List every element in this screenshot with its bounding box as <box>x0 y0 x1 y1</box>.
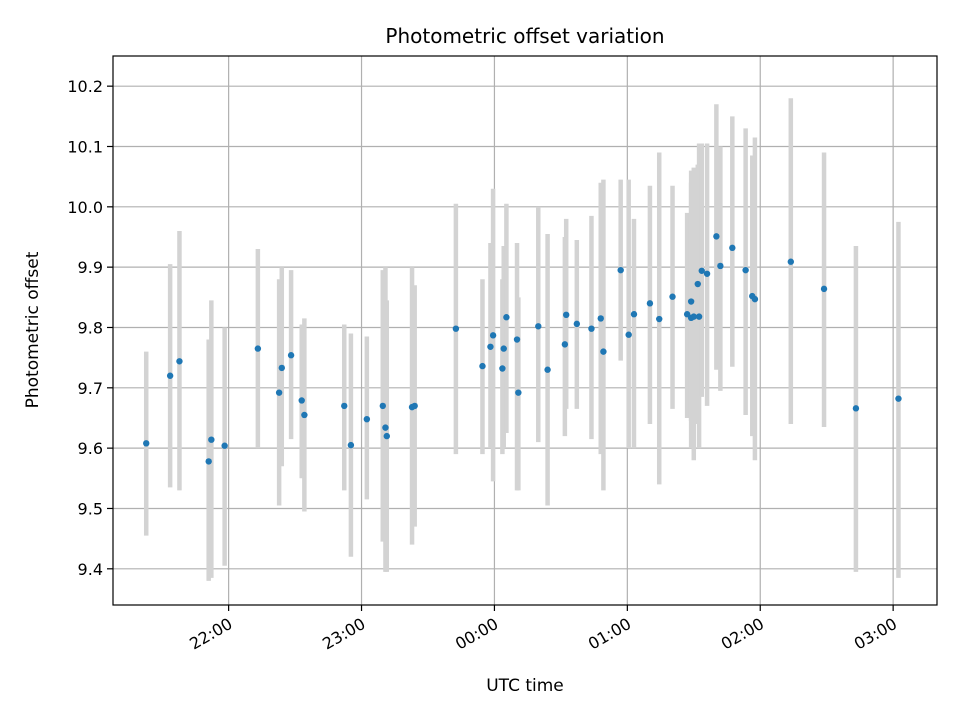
data-point <box>561 341 569 348</box>
data-point <box>176 358 183 365</box>
data-point <box>298 397 305 404</box>
y-tick-label: 9.9 <box>78 258 103 277</box>
data-point <box>166 372 174 379</box>
data-point <box>515 389 522 396</box>
data-point <box>787 258 795 265</box>
data-point <box>713 233 720 240</box>
data-point <box>208 436 215 443</box>
data-point <box>221 442 228 449</box>
data-point <box>363 415 371 423</box>
data-point <box>544 366 551 373</box>
y-tick-label: 9.4 <box>78 560 103 579</box>
y-axis-title: Photometric offset <box>23 251 43 408</box>
data-point <box>563 311 570 319</box>
y-tick-label: 9.8 <box>78 318 103 337</box>
y-axis-ticks: 9.4 9.5 9.6 9.7 9.8 9.9 10.0 10.1 10.2 <box>67 77 113 579</box>
data-point <box>411 402 418 410</box>
data-point <box>625 331 632 338</box>
x-axis-title: UTC time <box>486 676 564 696</box>
chart-title: Photometric offset variation <box>385 24 664 48</box>
data-point <box>695 313 703 320</box>
data-point <box>341 402 348 410</box>
grid <box>113 56 937 605</box>
data-point <box>669 293 676 300</box>
data-point <box>687 298 695 305</box>
data-point <box>287 352 295 359</box>
data-point <box>742 266 749 274</box>
data-point <box>751 295 759 303</box>
data-point <box>694 280 701 288</box>
data-point <box>499 365 506 372</box>
data-point <box>630 311 638 318</box>
plot-frame <box>112 55 938 606</box>
data-point <box>301 411 308 419</box>
data-point <box>143 440 150 447</box>
data-point <box>646 300 654 307</box>
data-point <box>382 424 389 431</box>
data-point <box>690 313 697 320</box>
y-tick-label: 10.2 <box>67 77 103 96</box>
data-point <box>703 270 711 277</box>
data-point <box>452 325 460 332</box>
data-point <box>487 343 494 350</box>
data-point <box>573 320 581 328</box>
data-point <box>820 285 828 293</box>
data-point <box>588 325 595 332</box>
y-tick-label: 9.7 <box>78 379 103 398</box>
data-point <box>503 314 510 321</box>
data-point <box>698 267 705 274</box>
data-points <box>143 233 902 465</box>
data-point <box>489 332 497 339</box>
data-point <box>379 402 386 410</box>
data-point <box>500 345 507 352</box>
data-point <box>479 362 486 370</box>
data-point <box>729 244 736 252</box>
data-point <box>275 389 283 396</box>
data-point <box>347 441 355 449</box>
data-point <box>597 315 604 322</box>
data-point <box>852 405 860 412</box>
data-point <box>254 345 262 352</box>
y-tick-label: 9.6 <box>78 439 103 458</box>
data-point <box>278 364 285 372</box>
data-point <box>600 348 607 355</box>
y-tick-label: 10.0 <box>67 198 103 217</box>
data-point <box>513 336 521 343</box>
y-tick-label: 9.5 <box>78 499 103 518</box>
data-point <box>717 262 724 270</box>
data-point <box>895 395 902 402</box>
data-point <box>656 315 663 323</box>
data-point <box>535 323 542 330</box>
data-point <box>617 266 624 274</box>
data-point <box>205 458 212 465</box>
data-point <box>383 432 390 440</box>
y-tick-label: 10.1 <box>67 137 103 156</box>
